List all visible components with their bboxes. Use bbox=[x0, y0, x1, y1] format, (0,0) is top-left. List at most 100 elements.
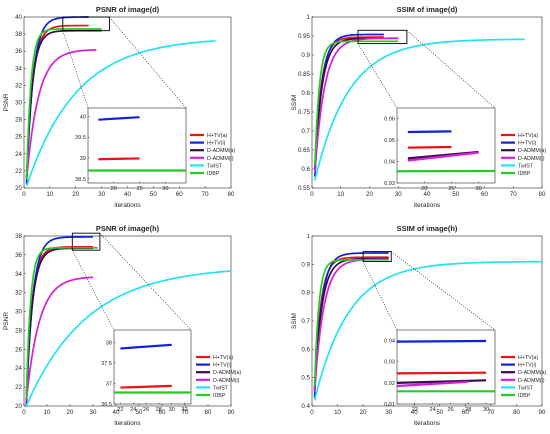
y-tick-label: 40 bbox=[15, 14, 22, 21]
inset-y-tick-label: 0.93 bbox=[384, 360, 395, 366]
inset-series-line bbox=[407, 130, 452, 134]
x-tick-label: 10 bbox=[337, 191, 344, 198]
inset-x-tick-label: 30 bbox=[483, 407, 489, 413]
inset-series-line bbox=[407, 145, 452, 149]
legend-label: H+TV(a) bbox=[207, 133, 227, 139]
zoom-region-box bbox=[71, 232, 101, 251]
x-axis-label: iterations bbox=[114, 202, 141, 209]
inset-x-tick-label: 32 bbox=[181, 407, 187, 413]
x-tick-label: 50 bbox=[136, 409, 143, 416]
chart-panel-3: PSNR of image(h) iterations PSNR 0 10 20 30 40 5… bbox=[3, 224, 241, 427]
legend-label: TwIST bbox=[518, 385, 534, 391]
legend-label: IDBP bbox=[518, 171, 531, 177]
inset-y-tick-label: 37 bbox=[106, 381, 112, 387]
legend-label: D-ADMM(a) bbox=[213, 370, 241, 376]
chart-title: SSIM of image(h) bbox=[397, 224, 458, 233]
y-tick-label: 22 bbox=[15, 168, 22, 175]
inset-x-tick-label: 30 bbox=[162, 186, 168, 192]
x-tick-label: 40 bbox=[424, 191, 431, 198]
x-tick-label: 20 bbox=[360, 409, 367, 416]
inset-series-line bbox=[396, 339, 487, 343]
series-line bbox=[25, 236, 93, 407]
y-tick-label: 28 bbox=[15, 327, 22, 334]
y-tick-label: 30 bbox=[15, 309, 22, 316]
y-tick-label: 28 bbox=[15, 117, 22, 124]
x-tick-label: 30 bbox=[90, 409, 97, 416]
inset-y-tick-label: 38 bbox=[106, 340, 112, 346]
inset-x-tick-label: 20 bbox=[421, 186, 427, 192]
inset-x-tick-label: 22 bbox=[117, 407, 123, 413]
inset-x-tick-label: 24 bbox=[130, 407, 136, 413]
inset-x-tick-label: 26 bbox=[447, 407, 453, 413]
x-tick-label: 70 bbox=[202, 191, 209, 198]
series-line bbox=[314, 40, 399, 166]
y-tick-label: 24 bbox=[15, 151, 22, 158]
inset-series-line bbox=[98, 157, 140, 161]
x-tick-label: 60 bbox=[176, 191, 183, 198]
legend-label: H+TV(a) bbox=[213, 355, 233, 361]
inset-y-tick-label: 39.5 bbox=[75, 135, 86, 141]
x-tick-label: 20 bbox=[67, 409, 74, 416]
legend-label: H+TV(a) bbox=[518, 133, 538, 139]
zoom-region-box bbox=[62, 16, 110, 32]
x-tick-label: 90 bbox=[228, 409, 235, 416]
zoom-connector bbox=[391, 251, 496, 331]
legend-label: D-ADMM(i) bbox=[213, 378, 240, 384]
zoom-region-box bbox=[362, 251, 392, 262]
series-line bbox=[313, 252, 389, 398]
inset-x-tick-label: 28 bbox=[465, 407, 471, 413]
series-line bbox=[25, 48, 97, 180]
legend-label: IDBP bbox=[518, 393, 531, 399]
y-tick-label: 0.5 bbox=[301, 375, 310, 382]
inset-series-line bbox=[120, 343, 172, 350]
zoom-connector bbox=[406, 30, 496, 109]
legend-label: TwIST bbox=[213, 385, 229, 391]
x-tick-label: 80 bbox=[513, 409, 520, 416]
x-tick-label: 40 bbox=[124, 191, 131, 198]
x-tick-label: 80 bbox=[539, 191, 546, 198]
y-axis-label: SSIM bbox=[291, 313, 298, 329]
inset-y-tick-label: 0.95 bbox=[384, 138, 395, 144]
legend-label: D-ADMM(i) bbox=[518, 378, 545, 384]
y-tick-label: 0.6 bbox=[301, 346, 310, 353]
chart-title: SSIM of image(d) bbox=[397, 5, 458, 14]
y-tick-label: 0.9 bbox=[301, 261, 310, 268]
y-tick-label: 0.8 bbox=[301, 90, 310, 97]
inset-x-tick-label: 25 bbox=[136, 186, 142, 192]
inset-x-tick-label: 26 bbox=[143, 407, 149, 413]
inset-y-tick-label: 36.5 bbox=[101, 402, 112, 408]
series-line bbox=[25, 40, 216, 187]
y-tick-label: 20 bbox=[15, 185, 22, 192]
y-tick-label: 34 bbox=[15, 65, 22, 72]
y-tick-label: 0.65 bbox=[298, 147, 311, 154]
x-tick-label: 60 bbox=[159, 409, 166, 416]
legend-label: D-ADMM(a) bbox=[518, 148, 546, 154]
y-axis-label: SSIM bbox=[291, 95, 298, 111]
y-tick-label: 0.85 bbox=[298, 71, 311, 78]
x-tick-label: 30 bbox=[395, 191, 402, 198]
y-tick-label: 0.6 bbox=[301, 166, 310, 173]
inset-series-line bbox=[98, 116, 140, 121]
inset-series-line bbox=[407, 151, 479, 162]
x-tick-label: 0 bbox=[22, 409, 26, 416]
y-tick-label: 0.7 bbox=[301, 318, 310, 325]
x-tick-label: 10 bbox=[46, 191, 53, 198]
inset-series-line bbox=[396, 380, 469, 388]
inset-y-tick-label: 0.94 bbox=[384, 339, 395, 345]
chart-panel-2: SSIM of image(d) iterations SSIM 0 10 20 30 40 5… bbox=[291, 5, 546, 209]
x-tick-label: 60 bbox=[481, 191, 488, 198]
y-tick-label: 1 bbox=[307, 233, 311, 240]
x-tick-label: 0 bbox=[310, 191, 314, 198]
x-tick-label: 30 bbox=[385, 409, 392, 416]
x-tick-label: 90 bbox=[539, 409, 546, 416]
inset-y-tick-label: 0.91 bbox=[384, 402, 395, 408]
inset-y-tick-label: 0.92 bbox=[384, 381, 395, 387]
inset-y-tick-label: 39 bbox=[80, 156, 86, 162]
zoom-connector bbox=[362, 261, 398, 331]
inset-series-line bbox=[396, 371, 487, 375]
legend-label: H+TV(i) bbox=[518, 363, 537, 369]
inset-x-tick-label: 22 bbox=[412, 407, 418, 413]
y-tick-label: 22 bbox=[15, 384, 22, 391]
inset-x-tick-label: 25 bbox=[448, 186, 454, 192]
